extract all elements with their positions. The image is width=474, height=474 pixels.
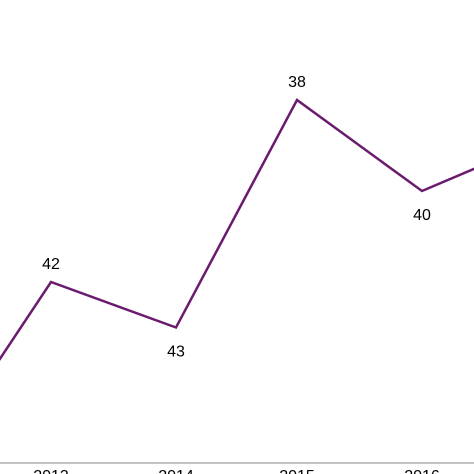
x-tick-label: 2013 [33, 468, 69, 474]
data-label: 38 [288, 74, 306, 91]
data-label: 40 [413, 207, 431, 224]
x-tick-label: 2016 [404, 468, 440, 474]
data-label: 43 [167, 344, 185, 361]
x-tick-label: 2015 [279, 468, 315, 474]
data-label: 42 [42, 256, 60, 273]
series-line [0, 98, 474, 361]
x-tick-label: 2014 [158, 468, 194, 474]
